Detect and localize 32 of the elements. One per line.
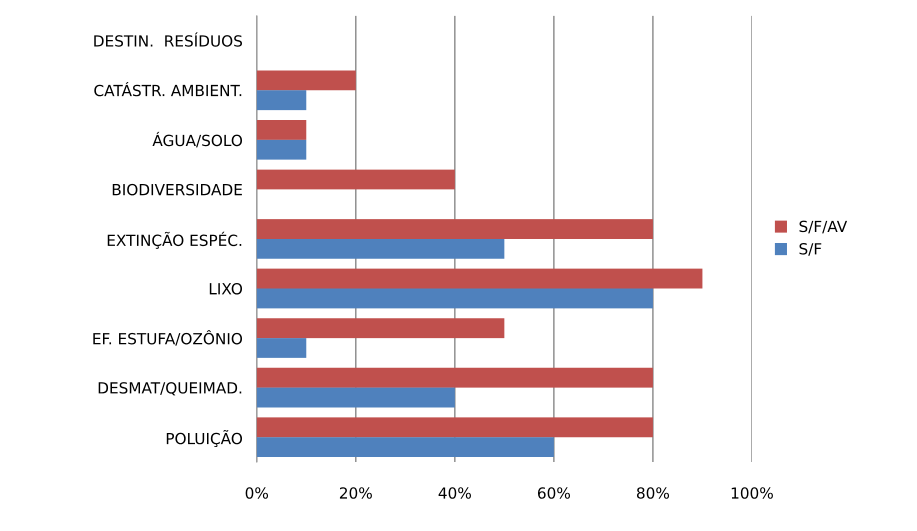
y-tick-label: EF. ESTUFA/OZÔNIO xyxy=(93,330,242,346)
y-tick-label: BIODIVERSIDADE xyxy=(112,184,242,196)
bar xyxy=(256,437,554,458)
bar xyxy=(256,388,455,408)
bar xyxy=(256,417,653,438)
y-tick-label: POLUIÇÃO xyxy=(166,430,242,448)
y-tick-label: CATÁSTR. AMBIENT. xyxy=(94,82,242,96)
bar xyxy=(256,140,306,160)
y-tick-label: EXTINÇÃO ESPÉC. xyxy=(108,232,242,249)
x-tick-label: 100% xyxy=(732,487,773,499)
bar xyxy=(256,268,702,289)
x-tick-label: 20% xyxy=(340,487,372,499)
legend-label: S/F xyxy=(800,243,822,256)
y-tick-label: DESTIN. RESÍDUOS xyxy=(94,32,242,47)
bar xyxy=(256,120,306,140)
y-tick-label: LIXO xyxy=(210,282,242,295)
x-tick-label: 0% xyxy=(246,487,268,499)
bar xyxy=(256,368,653,388)
bar xyxy=(256,318,504,338)
bar xyxy=(256,338,306,358)
bar xyxy=(256,238,504,259)
y-tick-label: ÁGUA/SOLO xyxy=(152,132,242,148)
x-tick-label: 60% xyxy=(538,487,570,499)
x-tick-label: 80% xyxy=(636,487,670,499)
legend-label: S/F/AV xyxy=(800,220,848,234)
y-tick-label: DESMAT/QUEIMAD. xyxy=(98,382,242,396)
bar xyxy=(256,288,653,308)
bar xyxy=(256,90,306,110)
bar xyxy=(256,170,455,190)
x-tick-label: 40% xyxy=(438,487,471,499)
bar xyxy=(256,70,356,90)
bar xyxy=(256,219,653,239)
